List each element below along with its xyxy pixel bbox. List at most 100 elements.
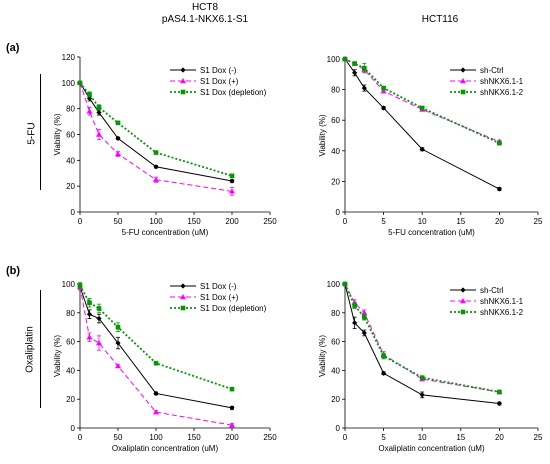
y-tick-label: 40	[331, 147, 340, 156]
chart-b-left: 0 20 40 60 80 100 0 50 100 150 200 250 Oxaliplatin c…	[53, 280, 277, 453]
y-tick-label: 40	[331, 366, 340, 375]
x-tick-label: 0	[78, 217, 83, 226]
series-2	[77, 80, 235, 179]
x-axis-label: Oxaliplatin concentration (uM)	[378, 444, 485, 453]
legend-label: S1 Dox (depletion)	[200, 304, 267, 313]
y-tick-label: 60	[331, 116, 340, 125]
x-tick-label: 10	[418, 433, 427, 442]
data-point	[362, 65, 367, 71]
y-tick-label: 40	[66, 156, 75, 165]
legend-entry-1: S1 Dox (+)	[170, 77, 239, 86]
y-tick-label: 60	[66, 338, 75, 347]
data-point	[496, 186, 502, 192]
data-point	[153, 150, 159, 155]
legend-marker	[460, 298, 466, 304]
legend-label: shNKX6.1-2	[480, 308, 524, 317]
legend-entry-1: shNKX6.1-1	[450, 297, 524, 306]
legend-label: shNKX6.1-1	[480, 297, 524, 306]
data-point	[342, 281, 348, 287]
panel-label-a: (a)	[6, 42, 20, 54]
y-tick-label: 100	[327, 280, 341, 289]
y-tick-label: 60	[331, 338, 340, 347]
legend-marker	[180, 67, 186, 73]
data-point	[115, 120, 121, 126]
y-tick-label: 0	[71, 208, 76, 217]
y-tick-label: 100	[327, 55, 341, 64]
x-tick-label: 0	[343, 217, 348, 226]
data-point	[362, 314, 367, 320]
legend-marker	[460, 287, 466, 293]
data-point	[352, 303, 357, 308]
series-2	[77, 282, 235, 392]
data-point	[96, 131, 102, 137]
data-point	[87, 92, 92, 97]
header-left-line1: HCT8	[191, 2, 219, 13]
x-tick-label: 50	[114, 217, 123, 226]
legend-entry-2: shNKX6.1-2	[450, 88, 524, 97]
data-point	[115, 135, 121, 141]
chart-a-left: 0 20 40 60 80 100 120 0 50 100 150 200 250 5-FU conce…	[53, 53, 277, 237]
data-point	[153, 409, 159, 415]
data-point	[361, 85, 367, 91]
data-point	[381, 85, 386, 91]
data-point	[86, 108, 93, 114]
data-point	[87, 300, 92, 306]
legend-entry-0: sh-Ctrl	[450, 66, 504, 75]
data-point	[96, 109, 102, 116]
series-0	[77, 283, 235, 411]
y-tick-label: 40	[66, 366, 75, 375]
legend-marker	[180, 78, 186, 84]
y-tick-label: 80	[66, 105, 75, 114]
data-point	[77, 283, 83, 288]
y-tick-label: 100	[62, 79, 76, 88]
legend-marker	[180, 89, 186, 95]
y-tick-label: 100	[62, 280, 76, 289]
data-point	[86, 95, 93, 101]
x-tick-label: 20	[495, 217, 504, 226]
x-tick-label: 100	[149, 433, 163, 442]
data-point	[96, 315, 102, 322]
legend-label: S1 Dox (-)	[200, 66, 237, 75]
y-axis-label: Viability (%)	[318, 335, 327, 377]
data-point	[352, 320, 358, 326]
legend-marker	[180, 283, 186, 289]
x-tick-label: 100	[149, 217, 163, 226]
data-point	[153, 164, 159, 170]
data-point	[419, 392, 425, 398]
data-point	[380, 88, 387, 94]
y-tick-label: 20	[66, 182, 75, 191]
x-tick-label: 25	[534, 217, 543, 226]
data-point	[381, 370, 387, 376]
legend-entry-0: sh-Ctrl	[450, 286, 504, 295]
chart-b-right: 0 20 40 60 80 100 0 5 10 15 20 25 Oxaliplatin concen…	[318, 280, 543, 453]
x-tick-label: 150	[187, 217, 201, 226]
header-right: HCT116	[421, 14, 459, 25]
data-point	[381, 353, 386, 359]
x-tick-label: 5	[381, 433, 386, 442]
x-tick-label: 5	[381, 217, 386, 226]
y-tick-label: 20	[331, 177, 340, 186]
data-point	[153, 176, 159, 182]
x-tick-label: 200	[225, 433, 239, 442]
data-point	[115, 150, 121, 157]
y-tick-label: 0	[336, 424, 341, 433]
legend-marker	[460, 67, 466, 73]
data-point	[96, 105, 102, 110]
x-tick-label: 15	[456, 433, 465, 442]
series-1	[77, 79, 235, 196]
series-2	[342, 281, 502, 395]
data-point	[86, 311, 93, 317]
data-point	[352, 61, 357, 66]
legend-label: sh-Ctrl	[480, 66, 504, 75]
data-point	[419, 375, 425, 380]
series-line	[344, 58, 500, 190]
data-point	[115, 363, 121, 369]
legend-entry-2: S1 Dox (depletion)	[170, 304, 267, 313]
y-tick-label: 20	[66, 395, 75, 404]
series-line	[79, 82, 233, 192]
data-point	[96, 306, 102, 311]
legend-marker	[460, 78, 466, 84]
y-axis-label: Viability (%)	[53, 113, 62, 155]
data-point	[342, 56, 348, 62]
